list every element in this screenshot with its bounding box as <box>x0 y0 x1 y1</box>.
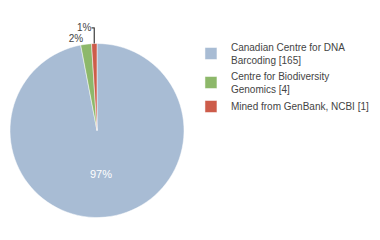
svg-text:Canadian Centre for DNABarcodi: Canadian Centre for DNABarcoding [165] <box>231 42 345 66</box>
svg-text:97%: 97% <box>90 168 112 180</box>
svg-text:Centre for BiodiversityGenomic: Centre for BiodiversityGenomics [4] <box>231 71 329 95</box>
svg-text:1%: 1% <box>77 22 92 33</box>
svg-text:2%: 2% <box>69 33 84 44</box>
svg-text:Mined from GenBank, NCBI [1]: Mined from GenBank, NCBI [1] <box>231 101 369 112</box>
